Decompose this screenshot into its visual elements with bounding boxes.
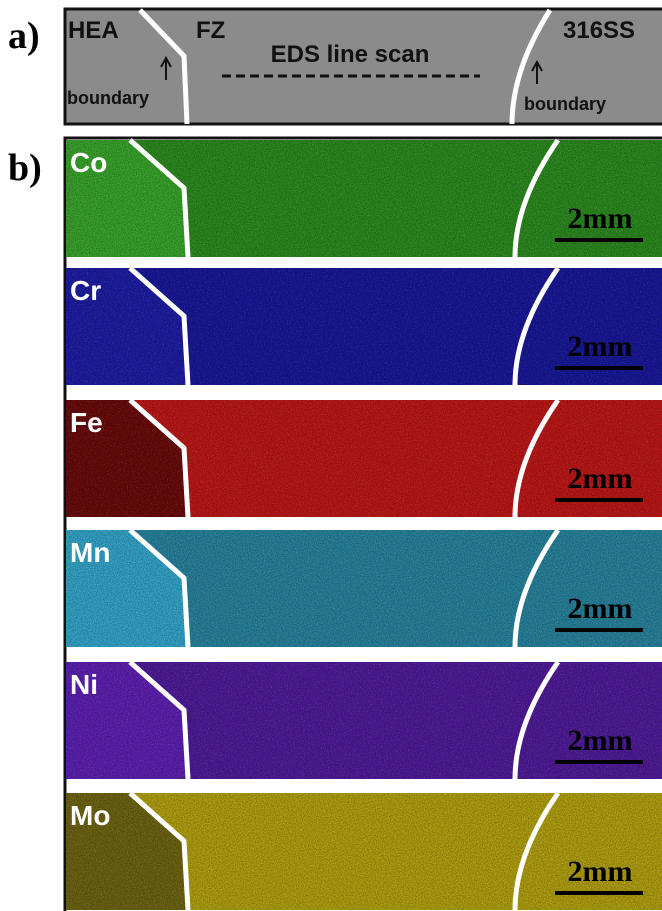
noise bbox=[66, 140, 662, 257]
element-map: Co 2mm bbox=[66, 138, 662, 258]
panel-a-frame bbox=[63, 7, 662, 126]
boundary-line bbox=[128, 398, 191, 518]
element-label: Ni bbox=[70, 669, 98, 700]
panel-a: HEA FZ EDS line scan 316SS boundary boun… bbox=[63, 7, 662, 126]
element-label: Mo bbox=[70, 800, 110, 831]
boundary-line bbox=[128, 660, 191, 780]
panel-label: b) bbox=[8, 147, 42, 189]
boundary-line bbox=[512, 398, 561, 518]
boundary-line bbox=[509, 8, 553, 125]
panel-b-frame bbox=[63, 136, 662, 911]
scan-title: EDS line scan bbox=[271, 41, 430, 68]
boundary-line bbox=[128, 791, 191, 911]
boundary-line bbox=[512, 660, 561, 780]
boundary-label: boundary bbox=[524, 94, 606, 114]
element-label: Co bbox=[70, 147, 107, 178]
noise bbox=[66, 268, 662, 385]
boundary-line bbox=[512, 138, 561, 258]
scale-bar-label: 2mm bbox=[568, 202, 633, 235]
element-map: Ni 2mm bbox=[66, 660, 662, 780]
arrow bbox=[531, 59, 543, 84]
boundary-label: boundary bbox=[67, 88, 149, 108]
element-label: Cr bbox=[70, 275, 101, 306]
panel-b: Co 2mm Cr 2mm Fe 2mm Mn 2mm Ni 2mm Mo 2mm bbox=[63, 136, 662, 911]
boundary-line bbox=[138, 8, 190, 125]
element-label: Fe bbox=[70, 407, 103, 438]
element-map: Fe 2mm bbox=[66, 398, 662, 518]
boundary-line bbox=[512, 528, 561, 648]
boundary-line bbox=[128, 528, 191, 648]
scale-bar-label: 2mm bbox=[568, 330, 633, 363]
boundary-line bbox=[512, 791, 561, 911]
scale-bar-label: 2mm bbox=[568, 724, 633, 757]
noise bbox=[66, 530, 662, 647]
element-label: Mn bbox=[70, 537, 110, 568]
element-map: Mo 2mm bbox=[66, 791, 662, 911]
element-map: Mn 2mm bbox=[66, 528, 662, 648]
scale-bar-label: 2mm bbox=[568, 592, 633, 625]
noise bbox=[66, 662, 662, 779]
zone-label: FZ bbox=[196, 17, 225, 44]
noise bbox=[66, 400, 662, 517]
noise bbox=[66, 793, 662, 910]
element-map: Cr 2mm bbox=[66, 266, 662, 386]
boundary-line bbox=[128, 138, 191, 258]
panel-label: a) bbox=[8, 15, 40, 57]
material-label: HEA bbox=[68, 17, 119, 44]
material-label: 316SS bbox=[563, 17, 635, 44]
scale-bar-label: 2mm bbox=[568, 462, 633, 495]
boundary-line bbox=[128, 266, 191, 386]
scale-bar-label: 2mm bbox=[568, 855, 633, 888]
boundary-line bbox=[512, 266, 561, 386]
arrow bbox=[160, 55, 172, 80]
